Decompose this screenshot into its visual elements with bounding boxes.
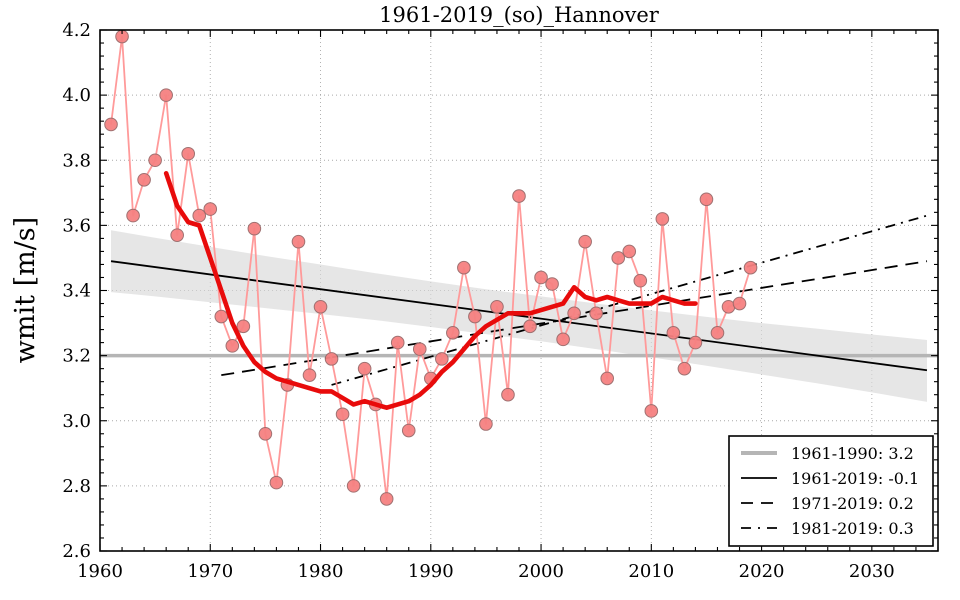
annual-data-point	[688, 335, 703, 350]
smoothed-series	[163, 170, 698, 411]
legend-item: 1961-2019: -0.1	[741, 469, 919, 488]
annual-data-point	[159, 88, 173, 102]
x-tick-label: 2000	[518, 561, 564, 582]
annual-data-point	[567, 306, 581, 321]
annual-data-point	[148, 153, 162, 168]
annual-data-point	[225, 339, 240, 353]
annual-data-point	[214, 309, 229, 324]
annual-data-point	[556, 332, 570, 347]
tick-labels: 1960 1970 1980 1990 2000 2010 2020 2030 2.6 2.8 3.…	[62, 20, 894, 582]
annual-data-point	[258, 426, 273, 441]
annual-data-point	[732, 296, 747, 311]
annual-series	[104, 29, 758, 506]
annual-data-point	[677, 361, 692, 376]
annual-data-point	[743, 260, 758, 275]
x-tick-label: 2020	[739, 561, 785, 582]
annual-data-point	[357, 361, 372, 376]
annual-data-point	[346, 479, 361, 493]
x-tick-label: 2010	[628, 561, 674, 582]
annual-data-point	[313, 299, 328, 314]
legend-label: 1961-1990: 3.2	[791, 444, 914, 463]
annual-data-point	[324, 352, 339, 366]
annual-data-point	[247, 221, 262, 236]
annual-data-point	[192, 208, 207, 223]
annual-data-point	[633, 273, 648, 288]
y-tick-label: 4.0	[62, 85, 91, 106]
annual-data-point	[644, 404, 659, 418]
annual-data-point	[181, 146, 196, 161]
smoothed-series-line	[163, 170, 698, 411]
legend-item: 1971-2019: 0.2	[741, 494, 914, 513]
annual-data-point	[545, 277, 559, 291]
legend-label: 1961-2019: -0.1	[791, 469, 919, 488]
annual-data-point	[457, 260, 471, 275]
y-tick-label: 3.4	[62, 281, 91, 302]
annual-data-point	[468, 309, 482, 324]
annual-data-point	[379, 492, 394, 506]
legend-item: 1961-1990: 3.2	[741, 444, 914, 463]
annual-data-point	[412, 342, 427, 356]
annual-data-point	[589, 306, 603, 321]
annual-data-point	[435, 352, 449, 366]
annual-data-point	[600, 371, 615, 386]
annual-data-point	[126, 208, 140, 223]
annual-data-point	[236, 319, 251, 334]
annual-data-point	[390, 335, 405, 350]
annual-data-point	[699, 192, 714, 207]
annual-data-point	[655, 212, 670, 226]
y-tick-label: 3.8	[62, 150, 91, 171]
annual-data-point	[401, 423, 416, 438]
y-tick-label: 3.6	[62, 215, 91, 236]
x-tick-label: 1980	[298, 561, 344, 582]
y-axis-label: wmit [m/s]	[10, 217, 41, 363]
x-tick-label: 1970	[187, 561, 233, 582]
annual-data-point	[335, 407, 350, 422]
legend-label: 1971-2019: 0.2	[791, 494, 914, 513]
annual-data-point	[534, 270, 548, 285]
annual-data-point	[578, 234, 592, 249]
annual-data-point	[104, 117, 118, 132]
legend-label: 1981-2019: 0.3	[791, 519, 914, 538]
annual-data-point	[666, 326, 681, 340]
legend: 1961-1990: 3.2 1961-2019: -0.1 1971-2019: …	[728, 435, 934, 547]
annual-data-point	[710, 326, 725, 340]
x-tick-label: 1990	[408, 561, 454, 582]
trend-1981-2019	[331, 214, 928, 386]
annual-data-point	[170, 228, 184, 242]
annual-data-point	[622, 244, 637, 259]
annual-data-point	[501, 387, 515, 402]
annual-data-point	[137, 172, 151, 187]
x-tick-label: 1960	[77, 561, 123, 582]
axes	[99, 29, 939, 552]
annual-data-point	[302, 368, 317, 382]
chart-title: 1961-2019_(so)_Hannover	[379, 3, 660, 27]
annual-data-point	[611, 251, 626, 265]
annual-data-point	[291, 234, 306, 249]
x-tick-label: 2030	[849, 561, 895, 582]
annual-data-point	[490, 299, 504, 314]
annual-data-point	[203, 202, 218, 216]
y-tick-label: 3.0	[62, 411, 91, 432]
legend-item: 1981-2019: 0.3	[741, 519, 914, 538]
annual-data-point	[446, 326, 460, 340]
y-tick-label: 2.6	[62, 541, 91, 562]
annual-data-point	[512, 189, 526, 203]
annual-data-point	[269, 475, 284, 490]
y-tick-label: 4.2	[62, 20, 91, 41]
annual-data-point	[523, 319, 537, 334]
y-tick-label: 2.8	[62, 476, 91, 497]
annual-data-point	[479, 417, 493, 431]
trend-1961-2019	[110, 260, 928, 372]
y-tick-label: 3.2	[62, 346, 91, 367]
